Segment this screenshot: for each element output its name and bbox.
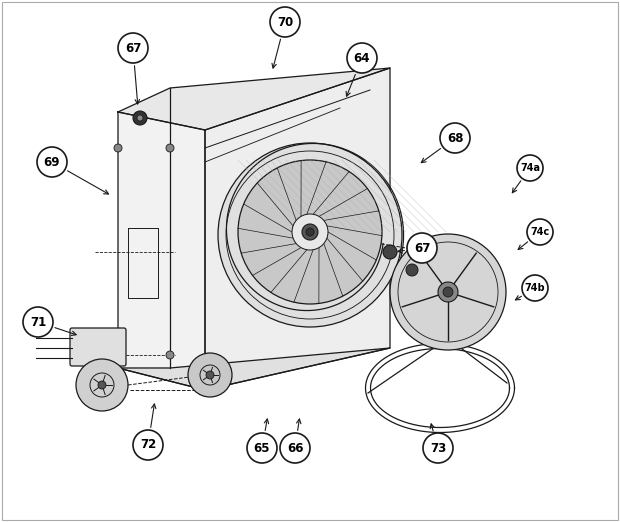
Text: 65: 65 [254, 442, 270, 455]
Circle shape [76, 359, 128, 411]
Circle shape [292, 214, 328, 250]
Circle shape [383, 245, 397, 259]
Circle shape [37, 147, 67, 177]
Circle shape [218, 143, 402, 327]
Circle shape [133, 430, 163, 460]
Circle shape [114, 351, 122, 359]
Circle shape [238, 160, 382, 304]
Circle shape [347, 43, 377, 73]
Circle shape [406, 264, 418, 276]
Circle shape [118, 33, 148, 63]
Circle shape [206, 371, 214, 379]
Text: 67: 67 [125, 42, 141, 54]
Text: 66: 66 [286, 442, 303, 455]
Circle shape [188, 353, 232, 397]
Circle shape [517, 155, 543, 181]
Circle shape [114, 144, 122, 152]
Text: 74a: 74a [520, 163, 540, 173]
Circle shape [247, 433, 277, 463]
Circle shape [438, 282, 458, 302]
Text: 71: 71 [30, 315, 46, 328]
Text: eReplacementParts.com: eReplacementParts.com [242, 266, 378, 276]
Circle shape [137, 115, 143, 121]
Circle shape [302, 224, 318, 240]
Text: 72: 72 [140, 438, 156, 452]
Text: 67: 67 [414, 242, 430, 255]
Circle shape [527, 219, 553, 245]
Circle shape [306, 228, 314, 236]
Circle shape [407, 233, 437, 263]
Text: 73: 73 [430, 442, 446, 455]
Circle shape [166, 351, 174, 359]
Text: 74b: 74b [525, 283, 546, 293]
Circle shape [423, 433, 453, 463]
Circle shape [98, 381, 106, 389]
Circle shape [390, 234, 506, 350]
Text: 74c: 74c [530, 227, 549, 237]
Text: 64: 64 [354, 52, 370, 65]
Circle shape [23, 307, 53, 337]
Circle shape [443, 287, 453, 297]
FancyBboxPatch shape [70, 328, 126, 366]
Text: 70: 70 [277, 16, 293, 29]
Polygon shape [118, 68, 390, 130]
Circle shape [522, 275, 548, 301]
Polygon shape [118, 348, 390, 390]
Text: 69: 69 [44, 156, 60, 169]
Circle shape [133, 111, 147, 125]
Text: 68: 68 [447, 132, 463, 145]
Circle shape [280, 433, 310, 463]
Circle shape [270, 7, 300, 37]
Polygon shape [118, 112, 205, 390]
Polygon shape [205, 68, 390, 390]
Circle shape [440, 123, 470, 153]
Circle shape [166, 144, 174, 152]
